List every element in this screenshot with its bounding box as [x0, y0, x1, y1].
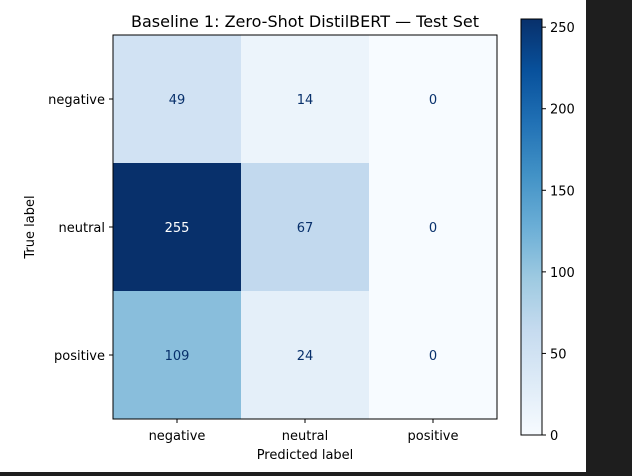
heatmap-cell: [241, 163, 369, 291]
cell-value-label: 0: [429, 221, 437, 236]
colorbar-tick-label: 200: [550, 103, 575, 118]
x-axis-label: Predicted label: [257, 448, 354, 463]
y-axis-label: True label: [23, 195, 38, 259]
x-tick-label: neutral: [282, 429, 329, 444]
colorbar: [520, 18, 543, 436]
colorbar-tick-label: 0: [550, 429, 558, 444]
heatmap-cell: [113, 291, 241, 419]
x-tick-label: positive: [408, 429, 459, 444]
x-tick-label: negative: [149, 429, 206, 444]
colorbar-tick-label: 150: [550, 184, 575, 199]
heatmap-cell-labels: 49 14 0 255 67 0 109 24 0: [165, 93, 438, 364]
heatmap-cell: [369, 163, 497, 291]
y-tick-label: positive: [54, 349, 105, 364]
heatmap-cell: [241, 291, 369, 419]
heatmap-cell: [113, 35, 241, 163]
cell-value-label: 49: [169, 93, 186, 108]
cell-value-label: 67: [297, 221, 314, 236]
heatmap-cell: [369, 291, 497, 419]
y-tick-label: neutral: [59, 221, 106, 236]
cell-value-label: 14: [297, 93, 314, 108]
x-axis-ticks: negative neutral positive: [149, 419, 459, 444]
colorbar-tick-label: 100: [550, 266, 575, 281]
y-tick-label: negative: [48, 93, 105, 108]
cell-value-label: 109: [165, 349, 190, 364]
heatmap-cells: [113, 35, 497, 419]
colorbar-tick-label: 250: [550, 21, 575, 36]
heatmap-cell: [369, 35, 497, 163]
heatmap-cell: [113, 163, 241, 291]
cell-value-label: 0: [429, 93, 437, 108]
cell-value-label: 255: [165, 221, 190, 236]
y-axis-ticks: negative neutral positive: [48, 93, 113, 364]
chart-title: Baseline 1: Zero-Shot DistilBERT — Test …: [131, 12, 479, 31]
colorbar-tick-label: 50: [550, 347, 567, 362]
cell-value-label: 24: [297, 349, 314, 364]
cell-value-label: 0: [429, 349, 437, 364]
heatmap-cell: [241, 35, 369, 163]
colorbar-ticks: 0 50 100 150 200 250: [542, 21, 575, 444]
